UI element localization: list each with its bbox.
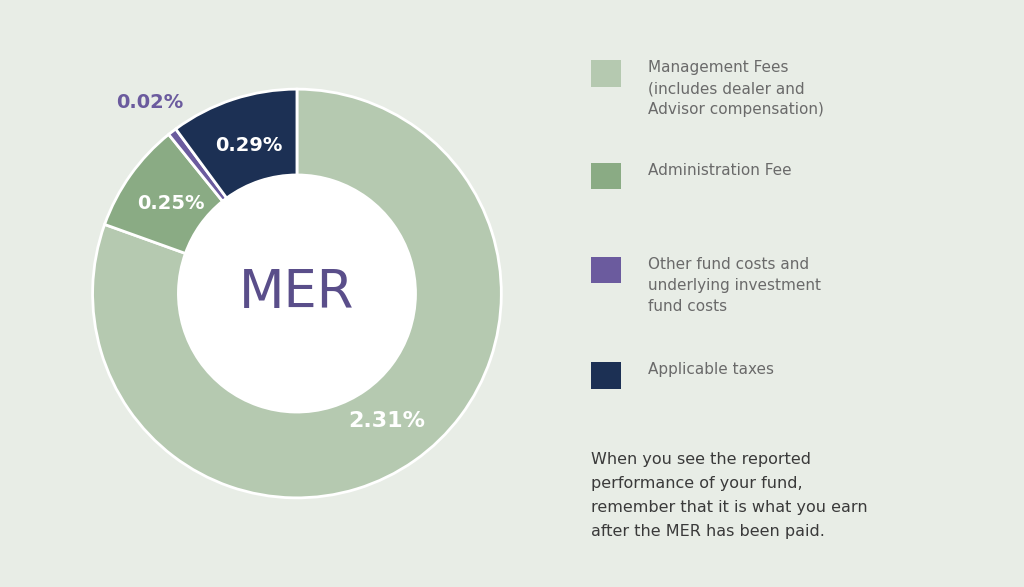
Text: 2.31%: 2.31% bbox=[348, 410, 425, 430]
Text: Administration Fee: Administration Fee bbox=[648, 163, 792, 178]
Text: MER: MER bbox=[240, 268, 354, 319]
Bar bbox=[592, 60, 621, 86]
Text: Management Fees
(includes dealer and
Advisor compensation): Management Fees (includes dealer and Adv… bbox=[648, 60, 823, 117]
Text: Other fund costs and
underlying investment
fund costs: Other fund costs and underlying investme… bbox=[648, 257, 821, 314]
Text: Applicable taxes: Applicable taxes bbox=[648, 362, 774, 377]
Text: When you see the reported
performance of your fund,
remember that it is what you: When you see the reported performance of… bbox=[592, 452, 868, 539]
Wedge shape bbox=[176, 89, 297, 198]
Text: 0.25%: 0.25% bbox=[136, 194, 204, 213]
Text: 0.02%: 0.02% bbox=[116, 93, 183, 112]
Text: 0.29%: 0.29% bbox=[215, 136, 283, 156]
Bar bbox=[592, 163, 621, 189]
Bar bbox=[592, 363, 621, 389]
Bar bbox=[592, 257, 621, 283]
Wedge shape bbox=[92, 89, 502, 498]
Circle shape bbox=[178, 175, 416, 412]
Wedge shape bbox=[104, 134, 222, 254]
Wedge shape bbox=[169, 129, 226, 201]
